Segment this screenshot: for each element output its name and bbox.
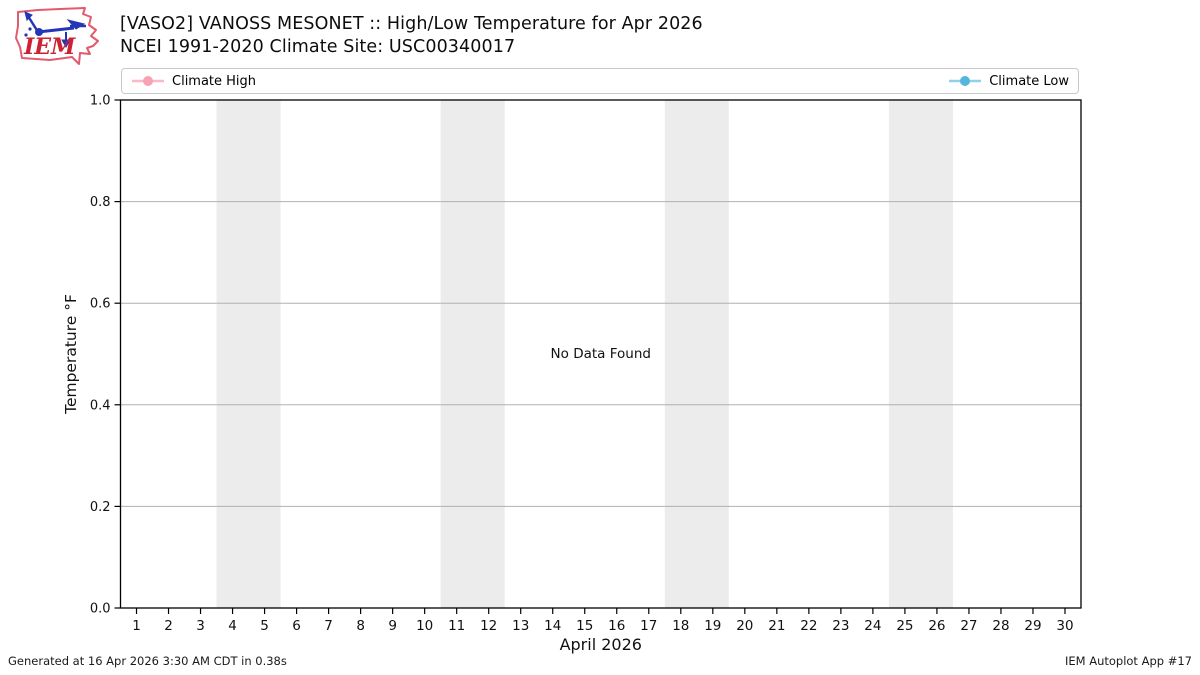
x-tick-label: 25 [896,618,913,634]
x-tick-label: 28 [992,618,1009,634]
y-tick-label: 0.8 [90,195,111,210]
x-tick-label: 10 [416,618,433,634]
legend-label-climate-high: Climate High [172,73,257,89]
climate-high-marker-icon [132,76,164,86]
weekend-band [888,100,953,608]
x-tick-label: 23 [832,618,849,634]
x-tick-label: 21 [768,618,785,634]
x-tick-label: 4 [228,618,237,634]
chart-subtitle: NCEI 1991-2020 Climate Site: USC00340017 [120,37,516,57]
x-tick-label: 13 [512,618,529,634]
y-axis-label: Temperature °F [62,294,80,415]
weekend-band [664,100,729,608]
x-tick-label: 16 [608,618,625,634]
weather-vane-icon [24,11,86,49]
x-tick-label: 26 [928,618,945,634]
no-data-annotation: No Data Found [551,346,651,362]
x-tick-label: 3 [196,618,205,634]
weekend-band [440,100,505,608]
generated-timestamp: Generated at 16 Apr 2026 3:30 AM CDT in … [8,654,287,668]
weekend-band [216,100,281,608]
x-tick-label: 17 [640,618,657,634]
x-tick-label: 29 [1024,618,1041,634]
x-tick-label: 24 [864,618,881,634]
chart-title: [VASO2] VANOSS MESONET :: High/Low Tempe… [120,14,703,34]
x-tick-label: 7 [324,618,333,634]
y-tick-label: 0.0 [90,602,111,617]
y-tick-label: 1.0 [90,94,111,109]
x-tick-label: 12 [480,618,497,634]
legend-item-climate-low: Climate Low [948,74,1069,89]
climate-low-marker-icon [949,76,982,86]
x-tick-label: 22 [800,618,817,634]
x-tick-label: 15 [576,618,593,634]
x-tick-label: 2 [164,618,173,634]
x-tick-label: 30 [1056,618,1073,634]
y-tick-label: 0.2 [90,500,111,515]
chart-title-block: [VASO2] VANOSS MESONET :: High/Low Tempe… [120,13,703,59]
y-tick-label: 0.4 [90,398,111,413]
legend-item-climate-high: Climate High [131,74,256,89]
iem-logo: IEM [15,7,99,65]
x-tick-label: 20 [736,618,753,634]
x-tick-label: 19 [704,618,721,634]
iem-logo-text: IEM [23,34,76,60]
x-axis-label: April 2026 [560,635,642,654]
x-tick-label: 6 [292,618,301,634]
x-tick-label: 5 [260,618,269,634]
x-tick-label: 9 [388,618,397,634]
x-tick-label: 1 [132,618,141,634]
x-tick-label: 18 [672,618,689,634]
app-credit: IEM Autoplot App #17 [1064,654,1192,668]
y-tick-label: 0.6 [90,297,111,312]
legend-label-climate-low: Climate Low [989,73,1069,89]
plot-border [119,99,1082,609]
x-tick-label: 11 [448,618,465,634]
x-tick-label: 14 [544,618,561,634]
x-tick-label: 8 [356,618,365,634]
x-tick-label: 27 [960,618,977,634]
legend: Climate High Climate Low [121,68,1079,94]
